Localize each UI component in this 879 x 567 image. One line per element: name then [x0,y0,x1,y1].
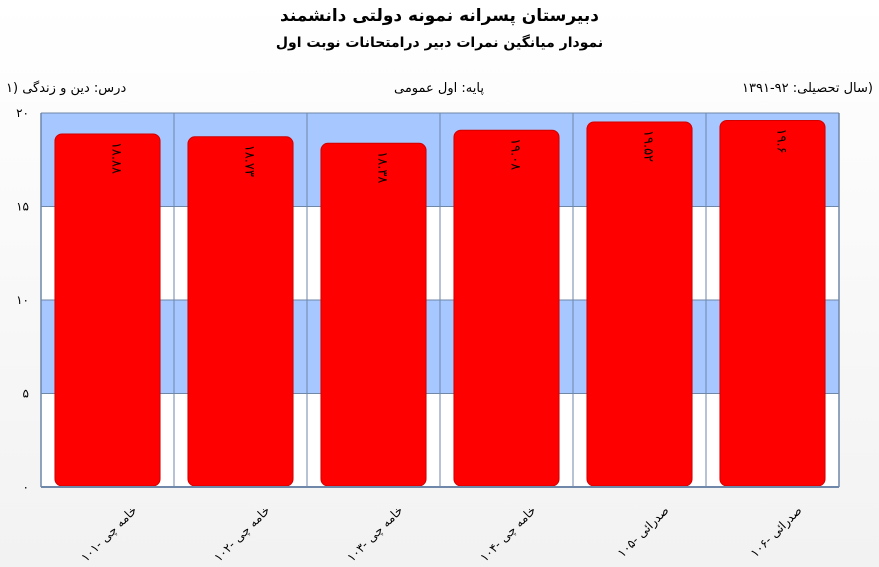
bar-value-label: ۱۸.۸۸ [109,142,124,174]
chart-subtitle: نمودار میانگین نمرات دبیر درامتحانات نوب… [275,35,604,51]
x-tick-label: صدرائی -۱۰۵ [615,503,673,561]
y-tick-label: ۲۰ [16,106,29,120]
bar-value-label: ۱۹.۰۸ [508,138,523,170]
x-tick-label: خامه چی -۱۰۳ [344,503,405,564]
y-tick-label: ۱۵ [16,200,29,214]
chart-title: دبیرستان پسرانه نمونه دولتی دانشمند [280,6,599,26]
bar-value-label: ۱۸.۷۳ [242,145,257,177]
y-tick-label: ۱۰ [16,293,29,307]
bar [586,121,693,487]
x-tick-label: خامه چی -۱۰۴ [477,503,538,564]
grade-label: پایه: اول عمومی [394,81,484,96]
axes [40,113,840,488]
x-tick-label: خامه چی -۱۰۱ [78,503,139,564]
y-tick-label: ۰ [23,480,29,494]
academic-year-label: (سال تحصیلی: ۹۲-۱۳۹۱ [742,81,873,96]
bar [187,136,294,487]
bar-value-label: ۱۸.۳۸ [375,151,390,183]
y-axis-ticks: ۰ ۵ ۱۰ ۱۵ ۲۰ [16,106,29,494]
bar-value-label: ۱۹.۶ [774,128,789,153]
x-tick-label: خامه چی -۱۰۲ [211,503,272,564]
bar [719,119,826,487]
bar [320,142,427,487]
bar [54,133,161,487]
x-tick-label: صدرائی -۱۰۶ [748,503,806,561]
course-label: درس: دین و زندگی (۱ [6,81,127,96]
bar [453,129,560,487]
bar-value-label: ۱۹.۵۲ [641,130,656,162]
x-axis-labels: خامه چی -۱۰۱ خامه چی -۱۰۲ خامه چی -۱۰۳ خامه… [78,503,805,564]
y-tick-label: ۵ [23,387,29,401]
bars: ۱۸.۸۸ ۱۸.۷۳ ۱۸.۳۸ ۱۹.۰۸ ۱۹.۵۲ ۱۹.۶ [54,119,826,487]
